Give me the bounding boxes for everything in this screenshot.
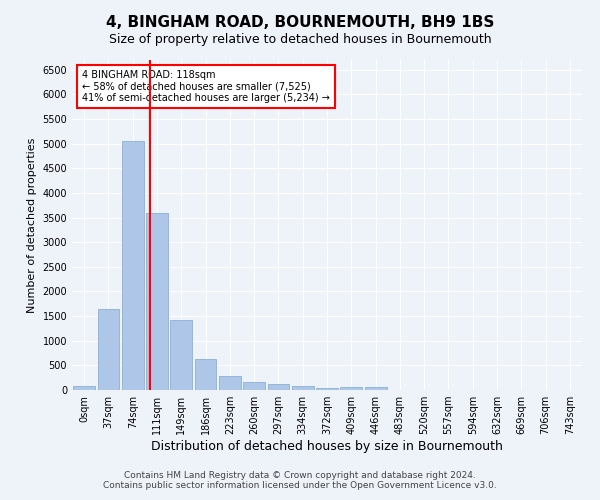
Bar — [146, 212, 168, 390]
Bar — [73, 386, 95, 390]
Text: 4, BINGHAM ROAD, BOURNEMOUTH, BH9 1BS: 4, BINGHAM ROAD, BOURNEMOUTH, BH9 1BS — [106, 15, 494, 30]
Bar — [219, 376, 241, 390]
Bar — [268, 384, 289, 390]
Text: 4 BINGHAM ROAD: 118sqm
← 58% of detached houses are smaller (7,525)
41% of semi-: 4 BINGHAM ROAD: 118sqm ← 58% of detached… — [82, 70, 330, 103]
Bar — [365, 387, 386, 390]
Bar — [122, 142, 143, 390]
Y-axis label: Number of detached properties: Number of detached properties — [27, 138, 37, 312]
Bar — [292, 386, 314, 390]
Bar — [97, 308, 119, 390]
Bar — [170, 320, 192, 390]
Bar — [316, 388, 338, 390]
Text: Contains HM Land Registry data © Crown copyright and database right 2024.
Contai: Contains HM Land Registry data © Crown c… — [103, 470, 497, 490]
Text: Size of property relative to detached houses in Bournemouth: Size of property relative to detached ho… — [109, 32, 491, 46]
Bar — [340, 388, 362, 390]
Bar — [194, 360, 217, 390]
Bar — [243, 382, 265, 390]
X-axis label: Distribution of detached houses by size in Bournemouth: Distribution of detached houses by size … — [151, 440, 503, 453]
